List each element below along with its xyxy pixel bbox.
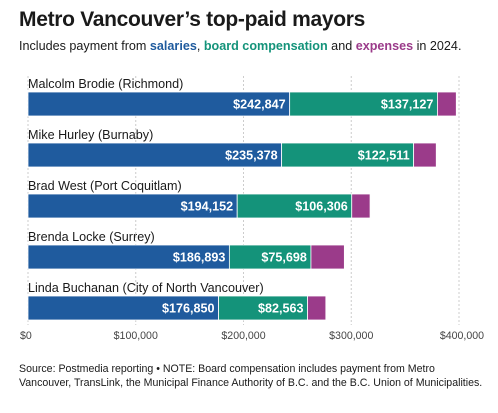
bar-expenses-0 (437, 91, 457, 117)
subtitle-keyword-expenses: expenses (355, 39, 414, 53)
bar-expenses-4 (307, 295, 327, 321)
subtitle-separator: , (196, 39, 204, 53)
x-tick-label-4: $400,000 (440, 330, 484, 342)
bar-expenses-2 (351, 193, 371, 219)
x-tick-label-0: $0 (20, 330, 32, 342)
data-label-salaries-1: $235,378 (225, 149, 278, 163)
bar-salaries-2 (27, 193, 238, 219)
chart-title: Metro Vancouver’s top-paid mayors (19, 8, 366, 31)
subtitle-text-end: in 2024. (413, 39, 462, 53)
bar-board-compensation-4 (218, 295, 308, 321)
x-tick-label-3: $300,000 (329, 330, 373, 342)
x-tick-label-1: $100,000 (114, 330, 158, 342)
category-label-1: Mike Hurley (Burnaby) (28, 128, 153, 142)
data-label-salaries-0: $242,847 (233, 98, 286, 112)
bar-salaries-0 (27, 91, 291, 117)
bar-board-compensation-2 (236, 193, 353, 219)
bar-expenses-1 (413, 142, 437, 168)
data-label-salaries-2: $194,152 (181, 200, 234, 214)
x-tick-label-2: $200,000 (221, 330, 265, 342)
data-label-board-compensation-0: $137,127 (381, 98, 434, 112)
category-label-2: Brad West (Port Coquitlam) (28, 179, 182, 193)
data-label-salaries-4: $176,850 (162, 302, 215, 316)
category-label-3: Brenda Locke (Surrey) (28, 230, 155, 244)
subtitle-conjunction: and (327, 39, 356, 53)
bar-expenses-3 (310, 244, 345, 270)
data-label-board-compensation-1: $122,511 (358, 149, 410, 163)
subtitle-keyword-salaries: salaries (149, 39, 197, 53)
data-label-board-compensation-2: $106,306 (295, 200, 348, 214)
category-label-0: Malcolm Brodie (Richmond) (28, 77, 183, 91)
source-note: Source: Postmedia reporting • NOTE: Boar… (19, 363, 483, 389)
bar-board-compensation-3 (228, 244, 312, 270)
data-label-board-compensation-3: $75,698 (261, 251, 307, 265)
data-label-board-compensation-4: $82,563 (258, 302, 304, 316)
category-label-4: Linda Buchanan (City of North Vancouver) (28, 281, 264, 295)
bar-salaries-4 (27, 295, 219, 321)
bar-board-compensation-1 (281, 142, 415, 168)
chart-subtitle: Includes payment from salaries, board co… (19, 39, 461, 53)
subtitle-text-intro: Includes payment from (19, 39, 150, 53)
subtitle-keyword-board-compensation: board compensation (203, 39, 328, 53)
bar-salaries-1 (27, 142, 283, 168)
data-label-salaries-3: $186,893 (173, 251, 226, 265)
